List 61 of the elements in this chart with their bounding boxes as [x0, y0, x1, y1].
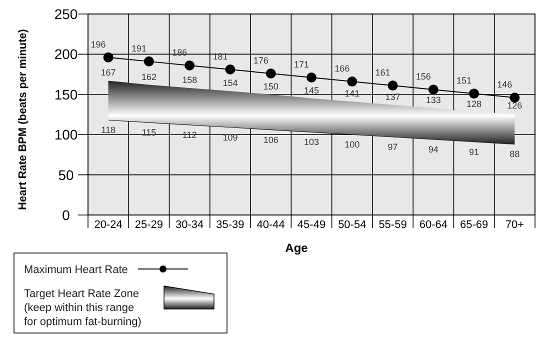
- data-label: 158: [182, 74, 198, 85]
- data-label: 151: [456, 76, 472, 86]
- data-label: 161: [375, 68, 390, 78]
- point: [266, 68, 276, 78]
- legend-label: Target Heart Rate Zone (keep within this range for optimum fat-burning): [24, 288, 142, 328]
- x-axis-title: Age: [285, 241, 308, 255]
- data-label: 128: [466, 99, 482, 110]
- point: [469, 88, 480, 99]
- data-label: 156: [416, 72, 431, 82]
- x-tick-label: 35-39: [216, 219, 244, 231]
- point: [103, 52, 114, 62]
- data-label: 118: [101, 125, 116, 136]
- data-label: 146: [497, 80, 512, 90]
- y-tick-label: 250: [54, 6, 78, 22]
- x-tick-label: 60-64: [419, 219, 448, 231]
- y-tick-label: 150: [54, 86, 78, 102]
- point: [184, 60, 195, 70]
- data-label: 97: [388, 142, 398, 152]
- data-label: 167: [100, 68, 116, 78]
- data-label: 171: [294, 60, 310, 70]
- data-label: 176: [253, 55, 268, 66]
- y-tick-label: 0: [62, 207, 70, 223]
- x-tick-label: 40-44: [256, 219, 285, 231]
- x-tick-label: 45-49: [297, 219, 326, 231]
- data-label: 103: [304, 137, 320, 148]
- point: [428, 84, 438, 95]
- x-tick-label: 70+: [505, 219, 524, 231]
- y-tick-label: 50: [58, 166, 74, 183]
- data-label: 109: [222, 132, 238, 142]
- y-tick-label: 100: [54, 126, 78, 143]
- x-tick-label: 30-34: [176, 219, 204, 231]
- point: [144, 56, 154, 66]
- data-label: 154: [222, 78, 238, 88]
- data-label: 126: [507, 100, 522, 111]
- data-label: 162: [141, 72, 156, 82]
- x-tick-label: 50-54: [338, 219, 366, 231]
- point: [388, 80, 398, 91]
- legend-label: Maximum Heart Rate: [24, 264, 128, 276]
- data-label: 91: [469, 146, 480, 157]
- point: [225, 64, 236, 74]
- data-label: 166: [334, 64, 350, 74]
- data-label: 145: [304, 85, 320, 96]
- x-tick-label: 20-24: [94, 219, 122, 231]
- y-axis-title: Heart Rate BPM (beats per minute): [17, 28, 29, 210]
- data-label: 150: [263, 81, 278, 92]
- x-tick-label: 55-59: [378, 219, 407, 231]
- point: [347, 76, 358, 87]
- data-label: 106: [263, 134, 278, 145]
- data-label: 191: [131, 43, 146, 54]
- point: [510, 92, 520, 103]
- data-label: 100: [344, 140, 360, 150]
- data-label: 181: [212, 51, 228, 62]
- data-label: 137: [385, 92, 400, 102]
- x-tick-label: 65-69: [460, 219, 488, 231]
- point: [306, 72, 316, 83]
- data-label: 88: [510, 149, 520, 160]
- y-tick-label: 200: [54, 46, 78, 62]
- data-label: 133: [426, 95, 441, 106]
- data-label: 94: [428, 144, 438, 154]
- data-label: 196: [90, 39, 106, 50]
- x-tick-label: 25-29: [134, 219, 164, 231]
